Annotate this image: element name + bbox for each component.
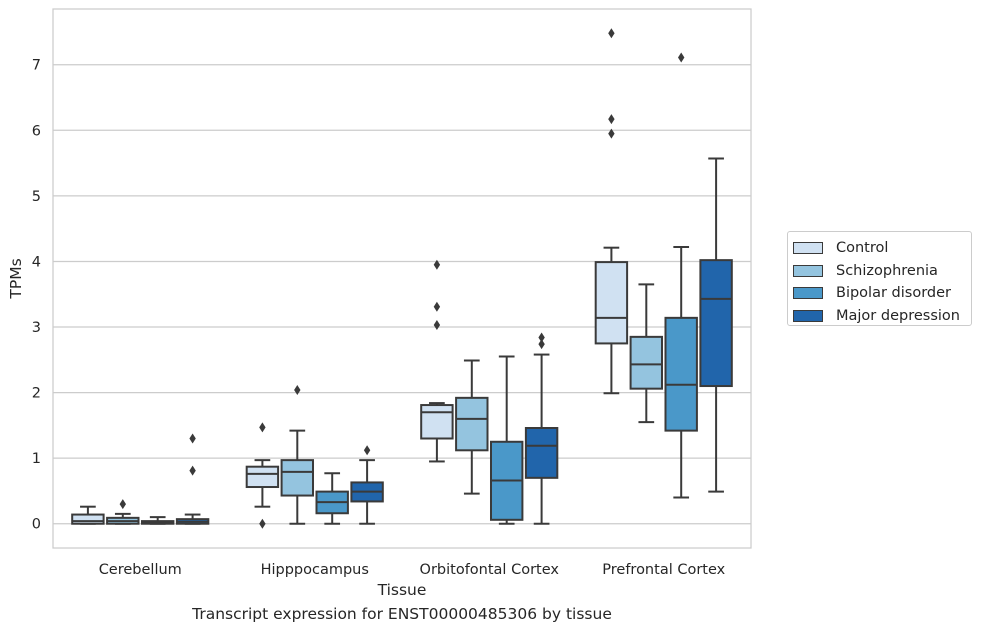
y-tick-label: 4 [32,254,41,270]
box-2-0 [420,259,454,463]
box-iqr [664,316,698,432]
y-tick-label: 1 [32,451,41,467]
box-iqr [71,513,105,525]
outlier-point [538,339,545,350]
x-tick-label: Cerebellum [99,562,182,578]
legend-swatch-major-depression [793,309,823,322]
x-tick-labels: Cerebellum Hipppocampus Orbitofontal Corte… [99,562,726,578]
box-2-1 [455,359,489,495]
legend-label-bipolar-disorder: Bipolar disorder [836,285,951,302]
box-0-0 [71,505,105,525]
box-1-3 [350,445,384,525]
chart-caption: Transcript expression for ENST0000048530… [192,605,612,623]
y-tick-label: 7 [32,58,41,74]
outlier-point [259,518,266,529]
box-3-0 [594,28,629,395]
legend-item-bipolar-disorder: Bipolar disorder [793,282,971,305]
legend-swatch-schizophrenia [793,264,823,277]
box-iqr [420,404,454,440]
box-1-2 [315,472,349,525]
grid-lines [53,64,751,525]
box-3-2 [664,52,698,499]
box-iqr [699,259,733,388]
outlier-point [538,332,545,343]
y-tick-labels: 0 1 2 3 4 5 6 7 [32,58,41,533]
box-iqr [629,335,664,390]
legend-swatch-bipolar-disorder [793,287,823,300]
legend-swatch-control [793,242,823,255]
x-tick-label: Prefrontal Cortex [602,562,725,578]
outlier-point [433,301,441,312]
y-tick-label: 5 [32,189,41,205]
outlier-point [259,422,266,433]
legend: Control Schizophrenia Bipolar disorder M… [787,231,972,326]
y-tick-label: 3 [32,320,41,336]
legend-item-schizophrenia: Schizophrenia [793,260,971,283]
y-tick-label: 2 [32,386,41,402]
outlier-point [119,499,126,510]
box-groups [71,28,733,529]
box-iqr [594,261,629,345]
box-2-3 [524,332,559,525]
box-1-1 [280,384,315,525]
y-tick-label: 0 [32,517,41,533]
plot-frame [52,8,752,549]
box-iqr [245,465,280,489]
box-2-2 [489,355,524,525]
outlier-point [294,384,301,395]
y-tick-label: 6 [32,123,41,139]
box-iqr [455,396,489,452]
legend-item-major-depression: Major depression [793,305,971,328]
box-iqr [524,427,559,479]
x-axis-label: Tissue [377,581,427,599]
outlier-point [189,433,196,444]
x-tick-label: Orbitofontal Cortex [420,562,560,578]
legend-item-control: Control [793,237,971,260]
box-0-3 [175,433,210,525]
outlier-point [608,28,615,39]
legend-label-schizophrenia: Schizophrenia [836,262,938,279]
legend-label-major-depression: Major depression [836,307,960,324]
outlier-point [608,114,615,125]
box-3-1 [629,283,664,424]
box-iqr [280,459,315,497]
box-3-3 [699,157,733,493]
outlier-point [433,320,441,331]
outlier-point [608,128,615,139]
legend-label-control: Control [836,240,889,257]
outlier-point [433,259,441,270]
x-tick-label: Hipppocampus [261,562,369,578]
outlier-point [363,445,371,456]
outlier-point [678,52,685,63]
box-0-1 [106,499,140,525]
outlier-point [189,465,196,476]
box-1-0 [245,422,280,529]
y-axis-label: TPMs [7,258,25,299]
box-0-2 [140,516,175,525]
